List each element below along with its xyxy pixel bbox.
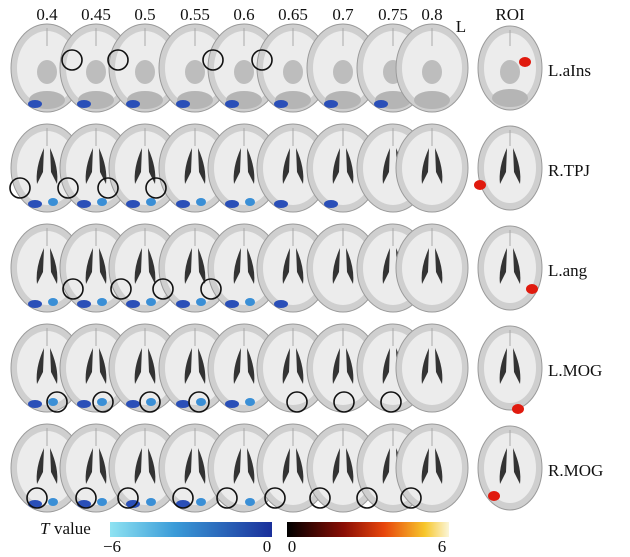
activation-blob — [146, 398, 156, 406]
column-threshold: 0.45 — [81, 5, 111, 24]
brain-slice — [478, 326, 542, 410]
column-threshold: 0.65 — [278, 5, 308, 24]
row-label: L.aIns — [548, 61, 591, 80]
figure: L ROI T value −6 0 0 6 0.4 0.45 0.5 0.55 0.6… — [0, 0, 630, 557]
roi-region — [519, 57, 531, 67]
brain-slice — [396, 24, 468, 112]
activation-blob — [196, 298, 206, 306]
brain-slice — [396, 124, 468, 212]
brain-midbrain — [234, 60, 254, 84]
row-label: L.MOG — [548, 361, 602, 380]
column-threshold: 0.55 — [180, 5, 210, 24]
activation-blob — [274, 100, 288, 108]
brain-midbrain — [86, 60, 106, 84]
activation-blob — [97, 198, 107, 206]
activation-blob — [77, 300, 91, 308]
activation-blob — [176, 200, 190, 208]
roi-region — [474, 180, 486, 190]
activation-blob — [225, 100, 239, 108]
activation-blob — [176, 100, 190, 108]
activation-blob — [225, 200, 239, 208]
activation-blob — [97, 498, 107, 506]
activation-blob — [48, 398, 58, 406]
activation-blob — [126, 400, 140, 408]
brain-midbrain — [283, 60, 303, 84]
activation-blob — [97, 398, 107, 406]
row-label: R.TPJ — [548, 161, 590, 180]
activation-blob — [225, 400, 239, 408]
activation-blob — [48, 498, 58, 506]
activation-blob — [146, 198, 156, 206]
activation-blob — [196, 198, 206, 206]
colorbar-label: −6 — [103, 537, 121, 556]
row-label: L.ang — [548, 261, 588, 280]
activation-blob — [324, 200, 338, 208]
colorbar-positive — [287, 522, 449, 537]
activation-blob — [146, 498, 156, 506]
brain-cerebellum — [414, 91, 450, 109]
activation-blob — [274, 300, 288, 308]
colorbar-negative — [110, 522, 272, 537]
brain-midbrain — [37, 60, 57, 84]
activation-blob — [196, 398, 206, 406]
legend-title: value — [54, 519, 91, 538]
activation-blob — [245, 198, 255, 206]
activation-blob — [225, 300, 239, 308]
column-threshold: 0.5 — [134, 5, 155, 24]
colorbar-label: 0 — [263, 537, 272, 556]
activation-blob — [126, 200, 140, 208]
activation-blob — [28, 100, 42, 108]
activation-blob — [126, 100, 140, 108]
roi-header: ROI — [495, 5, 525, 24]
legend-symbol: T — [40, 519, 51, 538]
activation-blob — [176, 400, 190, 408]
activation-blob — [245, 298, 255, 306]
activation-blob — [28, 300, 42, 308]
activation-blob — [126, 300, 140, 308]
brain-slices — [11, 24, 542, 512]
orientation-label: L — [456, 17, 466, 36]
brain-slice — [478, 126, 542, 210]
activation-blob — [274, 200, 288, 208]
activation-blob — [28, 200, 42, 208]
brain-midbrain — [422, 60, 442, 84]
brain-midbrain — [333, 60, 353, 84]
colorbar-label: 0 — [288, 537, 297, 556]
activation-blob — [146, 298, 156, 306]
brain-cerebellum — [492, 89, 528, 107]
brain-midbrain — [185, 60, 205, 84]
activation-blob — [48, 198, 58, 206]
activation-blob — [97, 298, 107, 306]
activation-blob — [176, 300, 190, 308]
column-threshold: 0.7 — [332, 5, 354, 24]
activation-blob — [77, 100, 91, 108]
activation-blob — [374, 100, 388, 108]
brain-midbrain — [500, 60, 520, 84]
brain-slice — [478, 226, 542, 310]
row-label: R.MOG — [548, 461, 603, 480]
activation-blob — [77, 200, 91, 208]
column-threshold: 0.4 — [36, 5, 58, 24]
column-threshold: 0.6 — [233, 5, 254, 24]
brain-slice — [396, 224, 468, 312]
roi-region — [488, 491, 500, 501]
activation-blob — [245, 398, 255, 406]
column-threshold: 0.75 — [378, 5, 408, 24]
activation-blob — [28, 400, 42, 408]
activation-blob — [245, 498, 255, 506]
brain-slice — [396, 324, 468, 412]
activation-blob — [77, 400, 91, 408]
colorbar-label: 6 — [438, 537, 447, 556]
activation-blob — [48, 298, 58, 306]
brain-slice — [478, 426, 542, 510]
column-threshold: 0.8 — [421, 5, 442, 24]
roi-region — [512, 404, 524, 414]
activation-blob — [196, 498, 206, 506]
brain-slice — [396, 424, 468, 512]
brain-slice — [478, 26, 542, 110]
activation-blob — [324, 100, 338, 108]
roi-region — [526, 284, 538, 294]
brain-midbrain — [135, 60, 155, 84]
